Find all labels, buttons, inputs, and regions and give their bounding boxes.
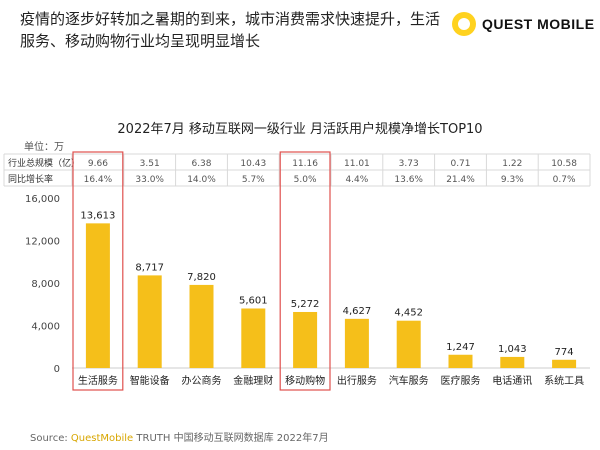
bar [137,275,162,368]
table-cell: 13.6% [394,175,423,185]
table-cell: 1.22 [502,159,522,169]
category-label: 办公商务 [182,374,222,387]
bar [293,311,318,368]
category-label: 电话通讯 [492,374,532,387]
y-tick-label: 8,000 [31,279,60,290]
table-cell: 6.38 [191,159,211,169]
y-tick-label: 4,000 [31,322,60,333]
table-cell: 14.0% [187,175,216,185]
table-row-label: 行业总规模（亿） [8,157,80,169]
bar-value-label: 7,820 [187,272,216,283]
source-rest: TRUTH 中国移动互联网数据库 2022年7月 [136,433,329,444]
category-label: 移动购物 [285,374,325,387]
bar-value-label: 774 [555,347,574,358]
table-cell: 11.01 [344,159,370,169]
questmobile-logo: QUEST MOBILE [452,12,595,36]
table-cell: 16.4% [84,175,113,185]
table-cell: 0.71 [450,159,470,169]
category-label: 系统工具 [544,374,584,387]
unit-label: 单位：万 [24,142,64,153]
chart-title: 2022年7月 移动互联网一级行业 月活跃用户规模净增长TOP10 [117,122,483,137]
table-cell: 21.4% [446,175,475,185]
source-brand: QuestMobile [70,433,134,444]
bar-value-label: 5,272 [291,299,320,310]
category-label: 汽车服务 [389,374,429,387]
table-cell: 5.7% [242,175,265,185]
y-tick-label: 16,000 [25,194,60,205]
bar [500,356,525,368]
bar [85,223,110,368]
source-note: Source: QuestMobile TRUTH 中国移动互联网数据库 202… [30,429,329,444]
table-cell: 3.73 [399,159,419,169]
y-tick-label: 12,000 [25,237,60,248]
headline: 疫情的逐步好转加之暑期的到来，城市消费需求快速提升，生活服务、移动购物行业均呈现… [20,10,441,50]
table-cell: 9.3% [501,175,524,185]
bar [448,354,473,368]
category-label: 生活服务 [78,374,118,387]
bar [396,320,421,368]
category-label: 智能设备 [130,374,170,387]
bar-value-label: 1,043 [498,344,527,355]
bar-value-label: 8,717 [135,262,164,273]
highlight-box [279,151,331,391]
table-cell: 10.43 [240,159,266,169]
table-cell: 4.4% [345,175,368,185]
highlight-box [72,151,124,391]
table-cell: 10.58 [551,159,577,169]
table-cell: 0.7% [553,175,576,185]
table-cell: 11.16 [292,159,318,169]
y-tick-label: 0 [54,364,60,375]
category-label: 医疗服务 [441,374,481,387]
table-row-label: 同比增长率 [8,173,53,185]
category-label: 金融理财 [233,374,273,387]
table-cell: 5.0% [294,175,317,185]
table-cell: 9.66 [88,159,108,169]
bar-value-label: 13,613 [80,210,115,221]
source-prefix: Source: [30,433,68,444]
bar [344,318,369,368]
category-label: 出行服务 [337,374,377,387]
bar-value-label: 4,627 [343,306,372,317]
bar-value-label: 5,601 [239,295,268,306]
table-cell: 3.51 [140,159,160,169]
bar-value-label: 4,452 [394,308,423,319]
logo-text: QUEST MOBILE [482,16,595,32]
logo-icon [452,12,476,36]
bar [241,308,266,368]
table-cell: 33.0% [135,175,164,185]
bar [189,284,214,368]
bar [552,359,577,368]
bar-value-label: 1,247 [446,342,475,353]
